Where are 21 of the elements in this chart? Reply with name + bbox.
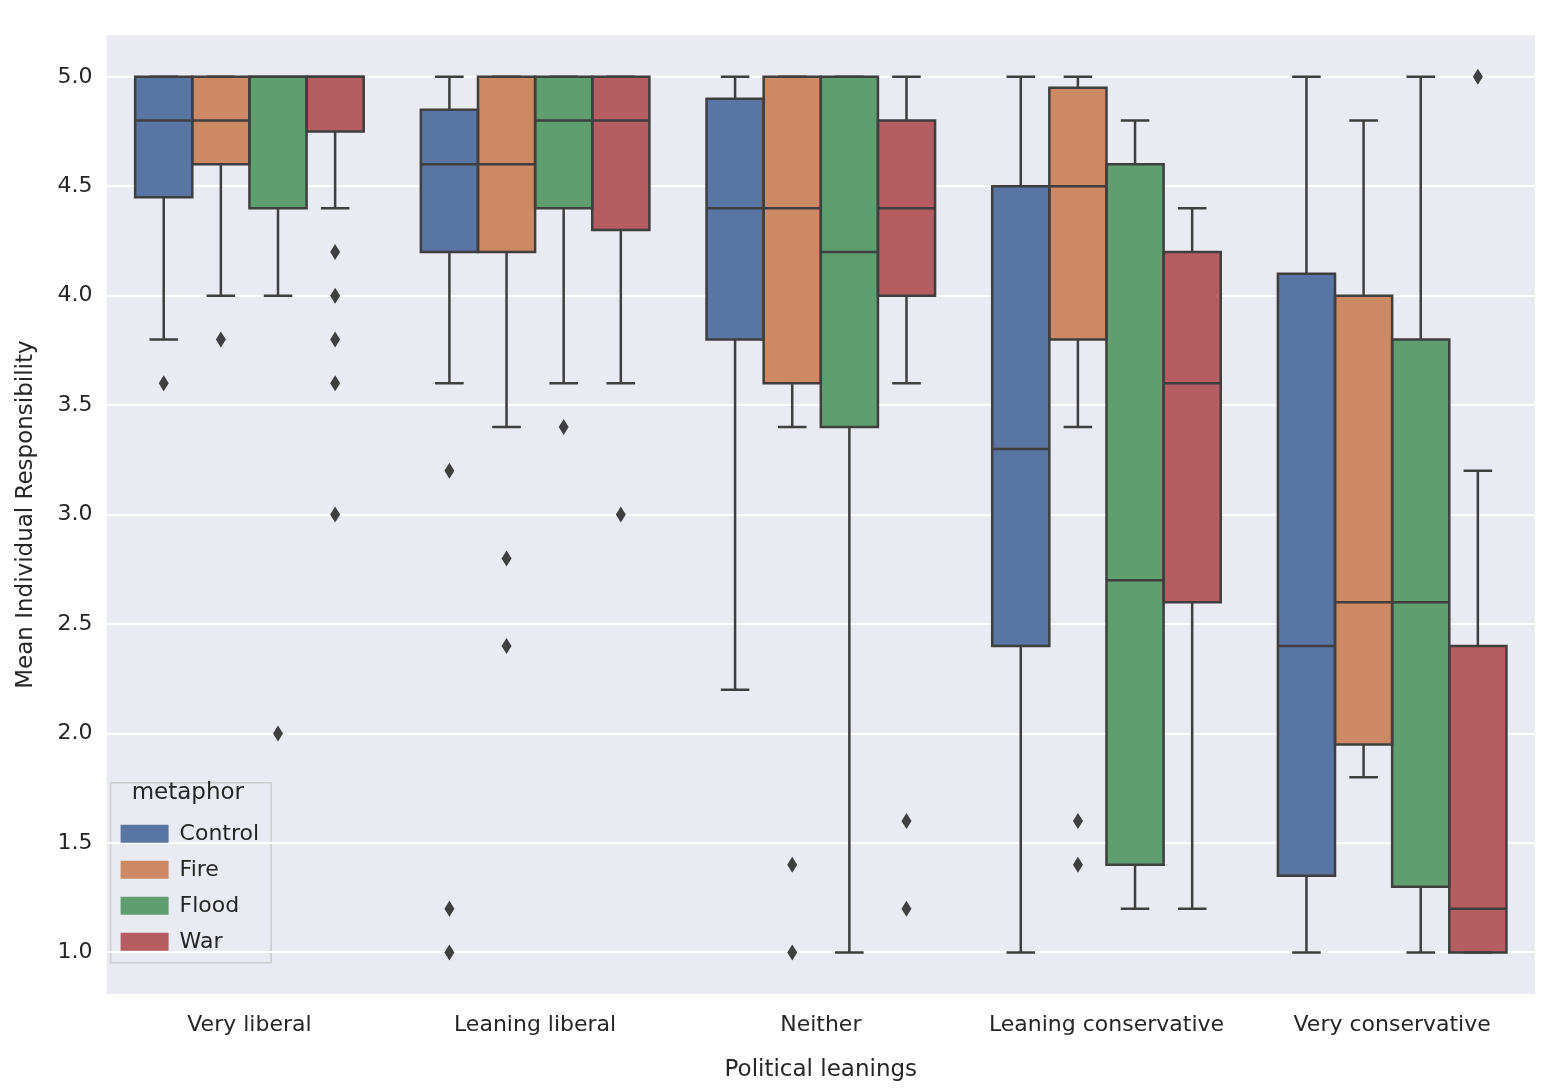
legend-label: Control xyxy=(179,819,260,845)
x-tick-label: Very liberal xyxy=(187,1010,312,1036)
x-tick-label: Neither xyxy=(780,1010,863,1036)
x-tick-label: Leaning liberal xyxy=(454,1010,617,1036)
y-tick-label: 2.5 xyxy=(57,609,93,635)
y-tick-label: 4.0 xyxy=(57,281,93,307)
y-tick-label: 2.0 xyxy=(57,719,93,745)
y-tick-label: 3.0 xyxy=(57,500,93,526)
x-tick-label: Leaning conservative xyxy=(988,1010,1225,1036)
y-tick-label: 1.0 xyxy=(57,938,93,964)
legend-label: Flood xyxy=(179,891,240,917)
y-tick-label: 1.5 xyxy=(57,828,93,854)
x-axis-title: Political leanings xyxy=(724,1055,918,1082)
legend-label: Fire xyxy=(179,855,219,881)
x-tick-label: Very conservative xyxy=(1293,1010,1491,1036)
y-tick-label: 3.5 xyxy=(57,390,93,416)
y-tick-label: 4.5 xyxy=(57,171,93,197)
y-tick-label: 5.0 xyxy=(57,62,93,88)
legend-title: metaphor xyxy=(131,777,245,804)
y-axis-title: Mean Individual Responsibility xyxy=(10,340,37,689)
legend-label: War xyxy=(179,927,224,953)
